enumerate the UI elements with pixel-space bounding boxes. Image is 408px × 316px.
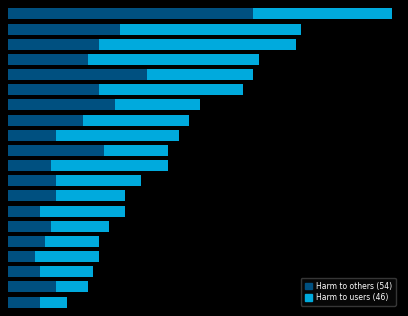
Bar [8,24,120,34]
Bar [8,84,99,95]
Bar [8,69,147,80]
Bar [8,236,46,247]
Bar [120,24,302,34]
Bar [56,130,179,141]
Bar [104,145,168,156]
Bar [35,251,99,262]
Bar [99,39,296,50]
Bar [8,9,253,19]
Bar [99,84,243,95]
Bar [51,160,168,171]
Bar [56,191,126,201]
Bar [56,282,88,292]
Bar [8,266,40,277]
Bar [8,160,51,171]
Bar [51,221,109,232]
Bar [253,9,392,19]
Bar [88,54,259,65]
Bar [8,191,56,201]
Bar [115,100,200,110]
Bar [8,145,104,156]
Bar [56,175,142,186]
Bar [8,175,56,186]
Bar [8,282,56,292]
Bar [83,115,189,125]
Bar [8,54,88,65]
Bar [8,251,35,262]
Bar [8,130,56,141]
Bar [147,69,253,80]
Bar [8,221,51,232]
Legend: Harm to others (54), Harm to users (46): Harm to others (54), Harm to users (46) [301,278,396,306]
Bar [40,206,126,216]
Bar [40,266,93,277]
Bar [40,297,67,307]
Bar [46,236,99,247]
Bar [8,39,99,50]
Bar [8,100,115,110]
Bar [8,115,83,125]
Bar [8,297,40,307]
Bar [8,206,40,216]
